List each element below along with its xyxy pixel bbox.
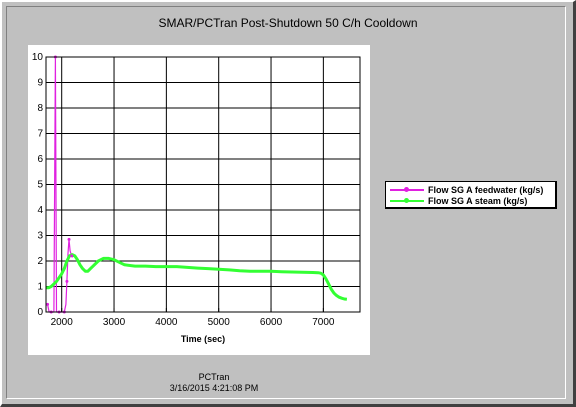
x-axis-label: Time (sec) (181, 334, 225, 344)
plot-frame (45, 56, 361, 313)
series-line-1 (46, 253, 348, 301)
footer-app-name: PCTran (198, 372, 230, 382)
y-tick-label: 9 (37, 78, 43, 89)
legend: Flow SG A feedwater (kg/s) Flow SG A ste… (385, 181, 557, 209)
footer: PCTran 3/16/2015 4:21:08 PM (0, 372, 428, 394)
y-tick-label: 4 (37, 205, 43, 216)
y-tick-label: 2 (37, 256, 43, 267)
chart-title: SMAR/PCTran Post-Shutdown 50 C/h Cooldow… (158, 16, 418, 30)
footer-timestamp: 3/16/2015 4:21:08 PM (169, 383, 259, 393)
y-tick-label: 1 (37, 282, 43, 293)
legend-label-steam: Flow SG A steam (kg/s) (428, 196, 528, 206)
legend-label-feedwater: Flow SG A feedwater (kg/s) (428, 185, 544, 195)
y-tick-label: 8 (37, 103, 43, 114)
legend-item-feedwater: Flow SG A feedwater (kg/s) (390, 184, 543, 196)
x-tick-label: 6000 (260, 317, 283, 328)
feedwater-point (65, 279, 69, 283)
feedwater-point (46, 302, 50, 306)
x-tick-label: 7000 (312, 317, 335, 328)
legend-swatch-feedwater (390, 185, 424, 195)
feedwater-point (67, 237, 71, 241)
x-tick-label: 5000 (208, 317, 231, 328)
y-tick-label: 10 (32, 52, 44, 63)
legend-item-steam: Flow SG A steam (kg/s) (390, 195, 527, 207)
axis-layer: 0 1 2 3 4 5 6 7 8 9 10 2000 3000 4000 5000 6000 7000 (32, 52, 361, 328)
y-tick-label: 5 (37, 180, 43, 191)
y-tick-label: 0 (37, 307, 43, 318)
y-tick-label: 3 (37, 231, 43, 242)
x-tick-label: 4000 (155, 317, 178, 328)
x-tick-label: 3000 (103, 317, 126, 328)
plot-area (28, 45, 370, 355)
x-tick-label: 2000 (51, 317, 74, 328)
inner-frame (6, 6, 566, 399)
legend-swatch-steam (390, 196, 424, 206)
y-tick-label: 7 (37, 129, 43, 140)
feedwater-point (70, 254, 74, 258)
y-tick-label: 6 (37, 154, 43, 165)
